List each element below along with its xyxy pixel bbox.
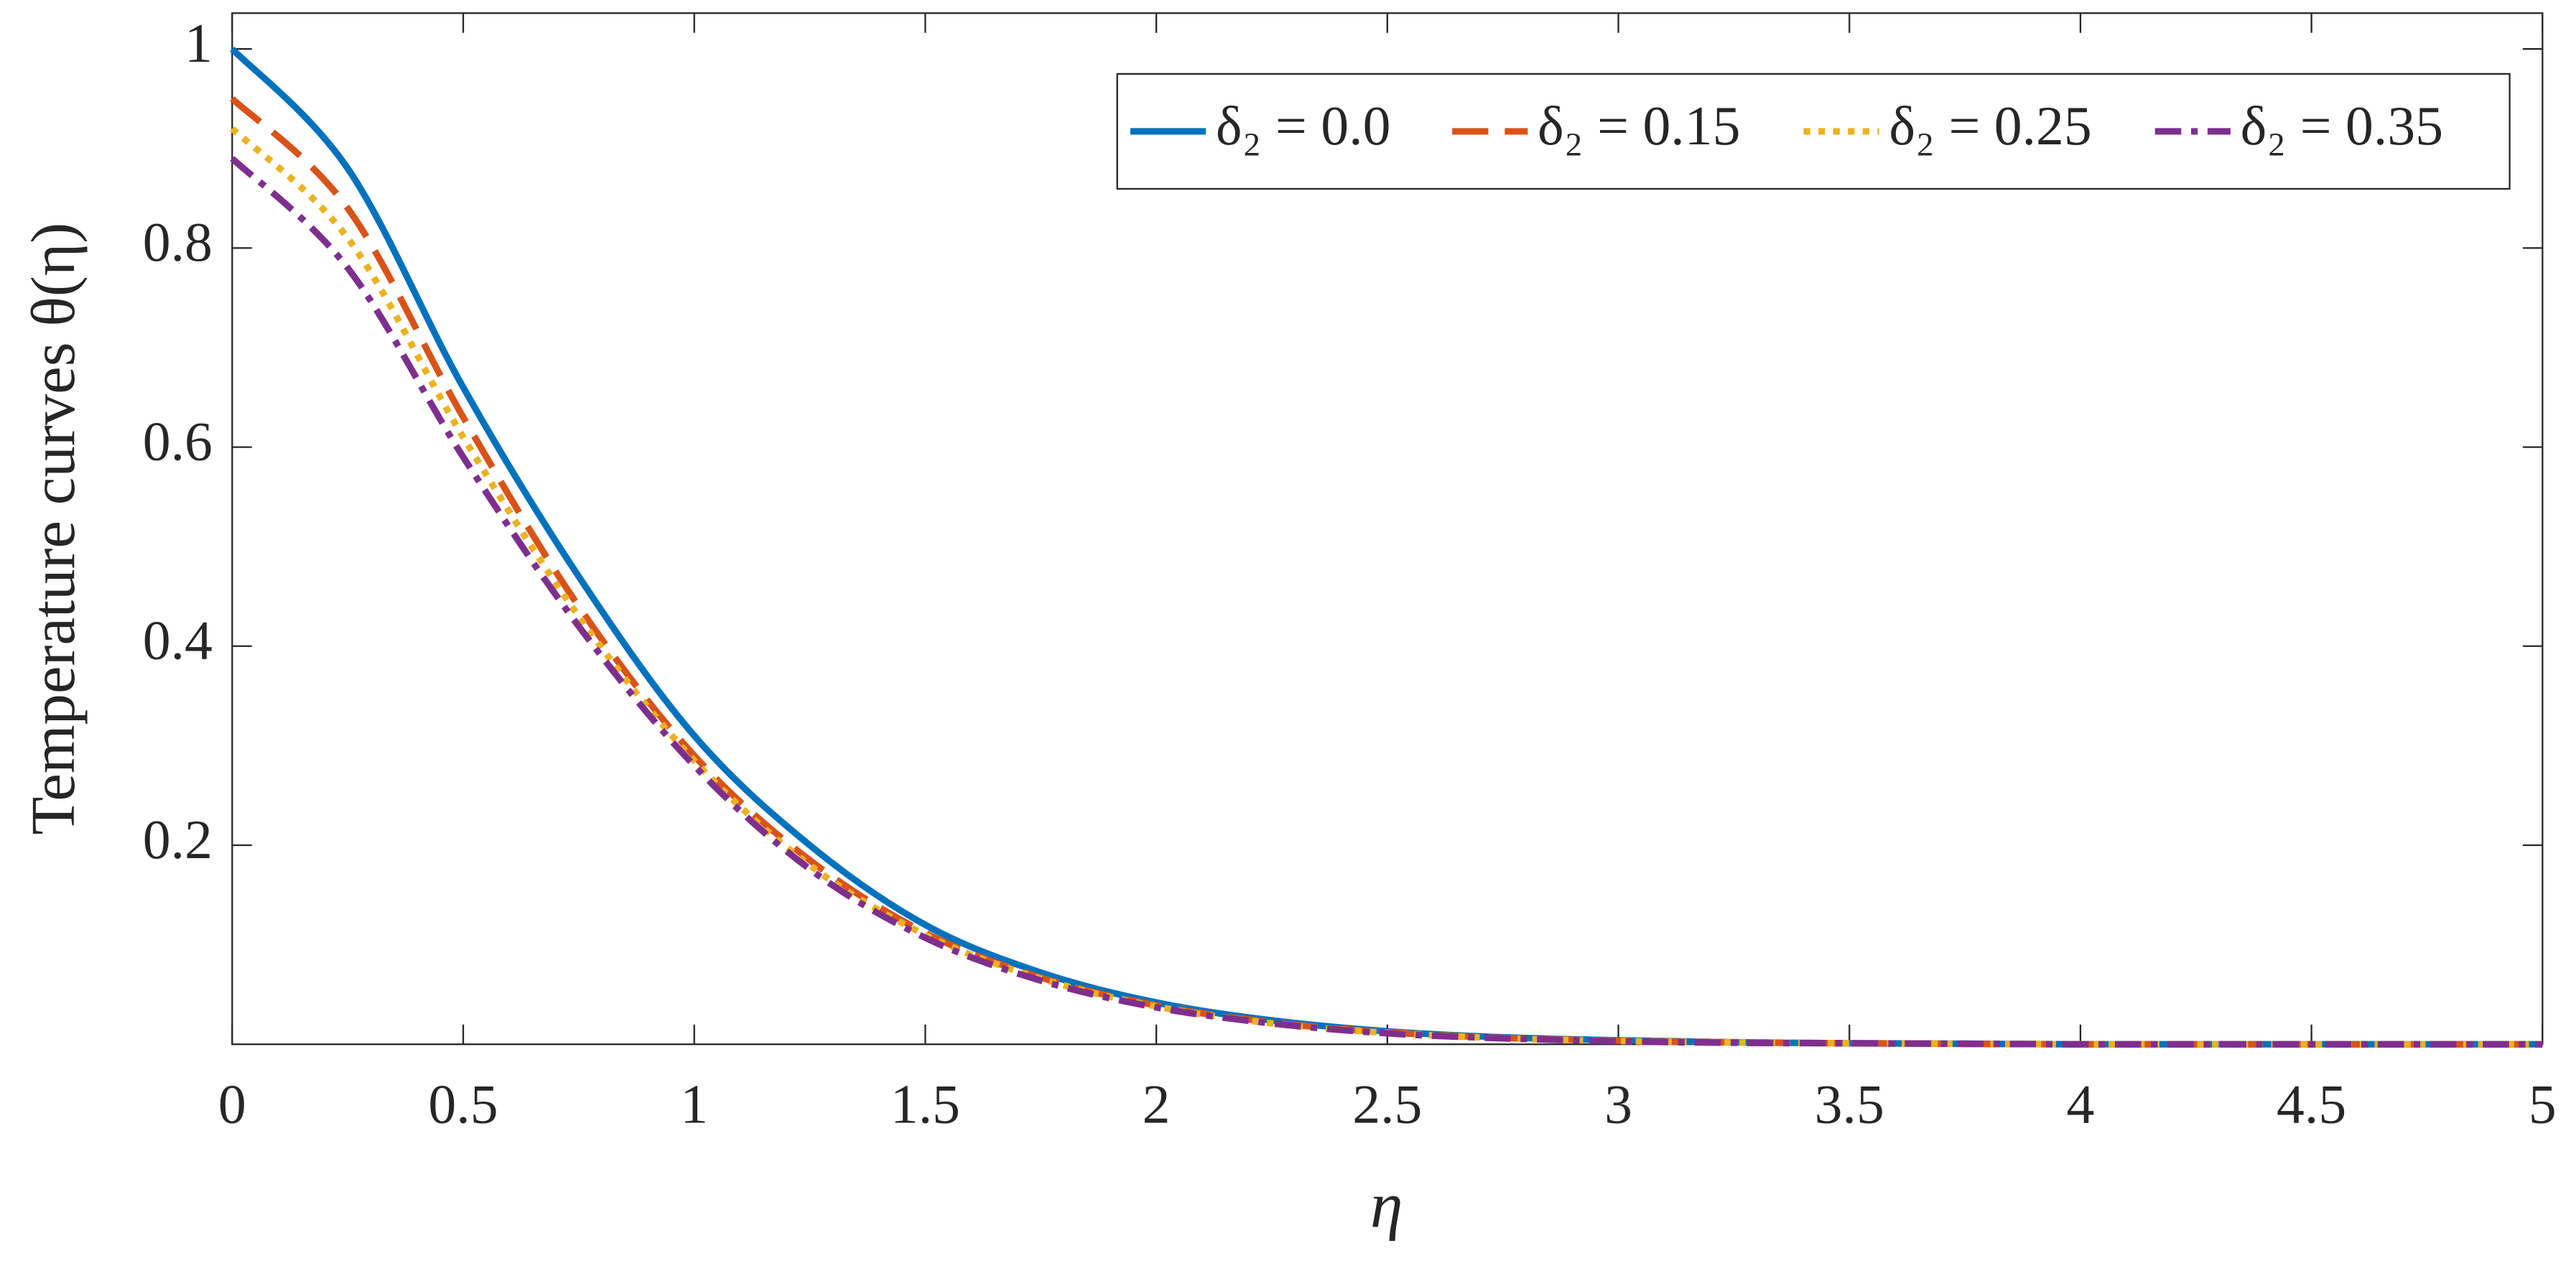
x-tick-label: 5	[2529, 1073, 2557, 1135]
legend-label: δ₂ = 0.35	[2241, 95, 2443, 157]
legend-label: δ₂ = 0.15	[1538, 95, 1740, 157]
legend-label: δ₂ = 0.25	[1889, 95, 2091, 157]
y-tick-label: 1	[185, 12, 213, 74]
x-tick-label: 1.5	[891, 1073, 960, 1135]
x-tick-label: 4	[2067, 1073, 2095, 1135]
x-tick-label: 3	[1604, 1073, 1632, 1135]
y-tick-label: 0.2	[143, 809, 213, 870]
x-tick-label: 2.5	[1352, 1073, 1422, 1135]
y-tick-label: 0.8	[143, 211, 213, 273]
y-tick-label: 0.4	[143, 610, 213, 671]
legend	[1116, 73, 2511, 190]
x-tick-label: 0	[218, 1073, 246, 1135]
y-tick-label: 0.6	[143, 410, 213, 472]
x-tick-label: 0.5	[428, 1073, 498, 1135]
y-axis-label: Temperature curves θ(η)	[19, 223, 88, 835]
x-tick-label: 1	[680, 1073, 708, 1135]
x-tick-label: 4.5	[2277, 1073, 2346, 1135]
x-axis-label: η	[1370, 1168, 1403, 1241]
x-tick-label: 2	[1143, 1073, 1171, 1135]
x-tick-label: 3.5	[1815, 1073, 1884, 1135]
legend-label: δ₂ = 0.0	[1216, 95, 1391, 157]
data-line	[230, 156, 2543, 1048]
